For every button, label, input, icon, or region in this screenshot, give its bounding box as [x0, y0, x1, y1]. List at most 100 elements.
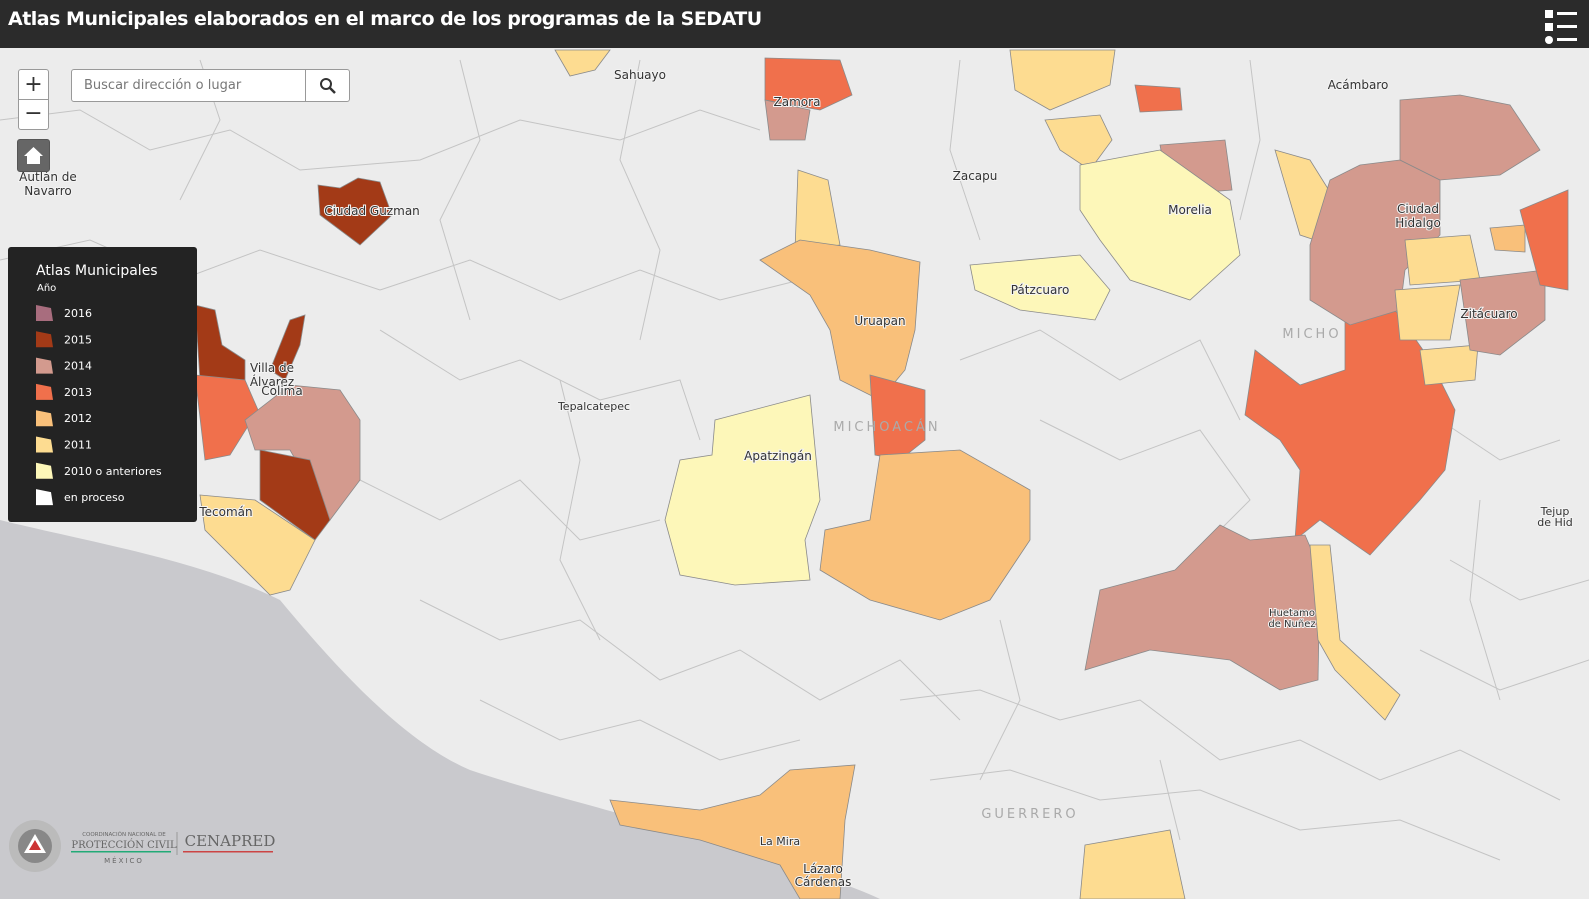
place-label: Acámbaro: [1328, 78, 1389, 92]
municipality[interactable]: [259, 449, 331, 541]
municipality[interactable]: [664, 394, 821, 586]
search-icon: [320, 78, 336, 94]
municipality[interactable]: [1394, 284, 1461, 341]
municipality[interactable]: [199, 494, 316, 596]
municipality[interactable]: [1244, 309, 1456, 556]
regions: [194, 49, 1569, 899]
municipality[interactable]: [1459, 269, 1546, 356]
place-label: Morelia: [1168, 203, 1212, 217]
map[interactable]: Sahuayo Zamora Acámbaro Autlán de Navarr…: [0, 48, 1589, 899]
legend-swatch: [36, 436, 53, 453]
legend-swatch: [36, 357, 53, 374]
search-box[interactable]: Buscar dirección o lugar: [71, 69, 350, 102]
legend-label: 2013: [64, 386, 92, 399]
place-label: Cárdenas: [795, 875, 852, 889]
home-icon: [24, 147, 43, 164]
place-label: Huetamo: [1269, 608, 1315, 619]
legend-subtitle: Año: [37, 283, 57, 294]
state-label: MICHOACÁN: [833, 419, 940, 435]
place-label: Tecomán: [198, 505, 252, 519]
place-label: Pátzcuaro: [1011, 283, 1070, 297]
logo-text: PROTECCIÓN CIVIL: [71, 839, 177, 851]
place-label: Tepalcatepec: [557, 400, 630, 413]
place-label: Apatzingán: [744, 449, 812, 463]
state-label: MICHO: [1282, 327, 1341, 342]
logo: COORDINACIÓN NACIONAL DE PROTECCIÓN CIVI…: [9, 820, 276, 872]
municipality[interactable]: [969, 254, 1111, 321]
legend-label: en proceso: [64, 491, 125, 504]
legend-items: 2016 2015 2014 2013 2012 2011 2010 o anteriore…: [36, 305, 162, 506]
municipality[interactable]: [869, 374, 926, 461]
municipality[interactable]: [194, 374, 259, 461]
logo-text: MÉXICO: [104, 856, 144, 865]
logo-triangle-inner: [29, 840, 41, 850]
layer-list-icon[interactable]: [1545, 6, 1589, 46]
municipality[interactable]: [244, 384, 361, 521]
municipality[interactable]: [1079, 829, 1186, 899]
municipality[interactable]: [1404, 234, 1481, 286]
legend-label: 2011: [64, 439, 92, 452]
place-label: de Nuñez: [1268, 619, 1315, 630]
municipality[interactable]: [759, 239, 921, 401]
municipality[interactable]: [794, 169, 841, 251]
header: Atlas Municipales elaborados en el marco…: [0, 0, 1589, 48]
legend-swatch: [36, 305, 53, 321]
legend-swatch: [36, 489, 53, 506]
place-label: Villa de: [250, 361, 294, 375]
municipality[interactable]: [1419, 344, 1479, 386]
place-label: Hidalgo: [1395, 216, 1441, 230]
legend-label: 2014: [64, 360, 92, 373]
zoom-out[interactable]: −: [18, 99, 49, 130]
logo-stripe: [71, 851, 171, 853]
place-label: de Hid: [1537, 516, 1573, 529]
legend: Atlas Municipales Año 2016 2015 2014 2013 20…: [8, 247, 197, 522]
municipality[interactable]: [554, 49, 611, 77]
place-label: Colima: [261, 384, 302, 398]
municipality[interactable]: [1134, 84, 1183, 113]
municipality[interactable]: [1309, 544, 1401, 721]
place-label: Ciudad: [1397, 202, 1439, 216]
place-label: Autlán de: [19, 170, 77, 184]
municipality[interactable]: [1309, 159, 1441, 326]
place-label: Lázaro: [803, 862, 843, 876]
place-labels: Sahuayo Zamora Acámbaro Autlán de Navarr…: [18, 67, 1574, 890]
place-label: Tejup: [1540, 505, 1570, 518]
search-button[interactable]: [305, 70, 350, 101]
zoom-in[interactable]: +: [18, 69, 49, 100]
legend-swatch: [36, 462, 53, 479]
place-label: Zacapu: [953, 169, 998, 183]
place-label: Álvarez: [250, 374, 294, 389]
home-button[interactable]: [17, 139, 50, 172]
place-label: Ciudad Guzman: [324, 204, 420, 218]
municipality[interactable]: [317, 177, 393, 246]
legend-swatch: [36, 331, 53, 348]
legend-label: 2012: [64, 412, 92, 425]
logo-brand: CENAPRED: [185, 832, 276, 850]
municipality[interactable]: [764, 57, 853, 111]
municipality[interactable]: [609, 764, 856, 899]
municipality[interactable]: [1079, 149, 1241, 301]
municipality[interactable]: [1489, 224, 1526, 253]
place-label: Zitácuaro: [1460, 307, 1517, 321]
legend-label: 2016: [64, 307, 92, 320]
municipality[interactable]: [269, 314, 306, 381]
place-label: Sahuayo: [614, 68, 666, 82]
logo-stripe: [183, 851, 273, 853]
municipality[interactable]: [1519, 189, 1569, 291]
legend-label: 2015: [64, 333, 92, 346]
municipality[interactable]: [1044, 114, 1113, 171]
place-label: Zamora: [774, 95, 821, 109]
municipality[interactable]: [1399, 94, 1541, 181]
legend-label: 2010 o anteriores: [64, 465, 162, 478]
place-label: Uruapan: [854, 314, 905, 328]
municipality[interactable]: [1009, 49, 1116, 111]
state-label: GUERRERO: [981, 807, 1078, 822]
title: Atlas Municipales elaborados en el marco…: [8, 8, 762, 30]
legend-swatch: [36, 410, 53, 427]
logo-text: COORDINACIÓN NACIONAL DE: [82, 831, 166, 838]
municipal-borders: [0, 59, 1589, 861]
municipality[interactable]: [764, 99, 811, 141]
municipality[interactable]: [819, 449, 1031, 621]
ocean: [0, 520, 880, 899]
